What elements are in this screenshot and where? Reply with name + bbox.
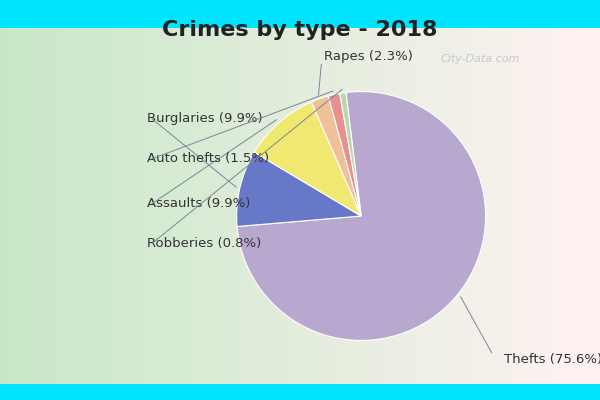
Wedge shape [311, 96, 361, 216]
Wedge shape [236, 152, 361, 226]
Text: Robberies (0.8%): Robberies (0.8%) [147, 237, 262, 250]
Text: Auto thefts (1.5%): Auto thefts (1.5%) [147, 152, 269, 165]
Text: Assaults (9.9%): Assaults (9.9%) [147, 197, 250, 210]
Text: Burglaries (9.9%): Burglaries (9.9%) [147, 112, 263, 126]
Text: City-Data.com: City-Data.com [441, 54, 520, 64]
Text: Rapes (2.3%): Rapes (2.3%) [324, 50, 413, 63]
Wedge shape [254, 102, 361, 216]
Text: Thefts (75.6%): Thefts (75.6%) [504, 353, 600, 366]
Text: Crimes by type - 2018: Crimes by type - 2018 [162, 20, 438, 40]
Wedge shape [237, 92, 485, 340]
Wedge shape [328, 94, 361, 216]
Wedge shape [340, 92, 361, 216]
